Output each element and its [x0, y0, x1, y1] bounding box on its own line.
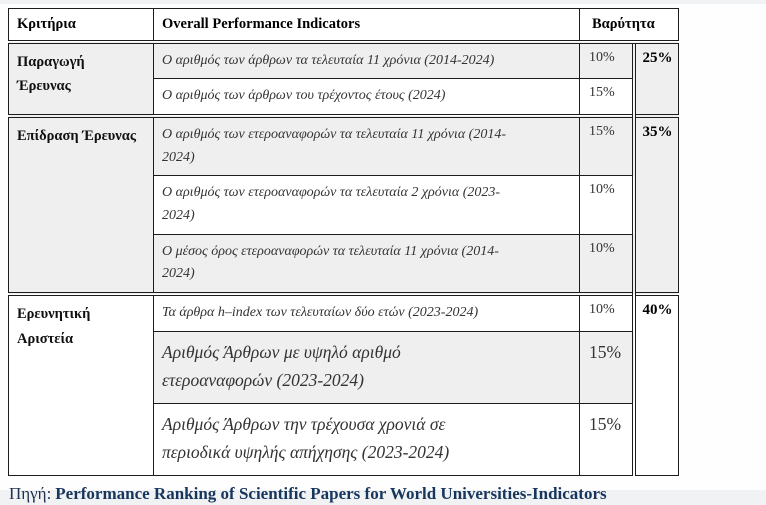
- table-row: Ο αριθμός των ετεροαναφορών τα τελευταία…: [9, 175, 679, 235]
- weight-cell: 15%: [579, 330, 634, 404]
- weight-cell: 10%: [579, 175, 634, 235]
- indicators-table: Κριτήρια Overall Performance Indicators …: [8, 8, 679, 476]
- indicator-cell: Ο αριθμός των ετεροαναφορών τα τελευταία…: [153, 175, 580, 235]
- weight-cell: 15%: [579, 113, 634, 177]
- total-weight-cell: 35%: [631, 113, 679, 295]
- criteria-cell: Επίδραση Έρευνας: [8, 113, 154, 295]
- indicator-cell: Αριθμός Άρθρων με υψηλό αριθμό ετεροαναφ…: [153, 330, 580, 404]
- indicator-cell: Ο αριθμός των άρθρων του τρέχοντος έτους…: [153, 78, 580, 117]
- header-criteria: Κριτήρια: [8, 8, 154, 42]
- table-row: Παραγωγή Έρευνας Ο αριθμός των άρθρων τα …: [8, 39, 679, 117]
- page-content: Κριτήρια Overall Performance Indicators …: [0, 4, 766, 503]
- weight-cell: 15%: [579, 402, 634, 476]
- weight-cell: 15%: [579, 78, 634, 117]
- weight-cell: 10%: [579, 39, 634, 80]
- table-header-row: Κριτήρια Overall Performance Indicators …: [8, 8, 679, 42]
- criteria-cell: Παραγωγή Έρευνας: [8, 39, 154, 117]
- table-row: Ο μέσος όρος ετεροαναφορών τα τελευταία …: [9, 233, 679, 295]
- header-weight: Βαρύτητα: [579, 8, 679, 42]
- total-weight-cell: 25%: [631, 39, 679, 117]
- source-line: Πηγή: Performance Ranking of Scientific P…: [9, 484, 766, 504]
- table-row: Αριθμός Άρθρων με υψηλό αριθμό ετεροαναφ…: [9, 330, 679, 404]
- table-row: Ερευνητική Αριστεία Τα άρθρα h–index των …: [8, 291, 679, 476]
- weight-cell: 10%: [579, 291, 634, 332]
- table-row: Επίδραση Έρευνας Ο αριθμός των ετεροαναφο…: [8, 113, 679, 295]
- source-link[interactable]: Performance Ranking of Scientific Papers…: [55, 483, 607, 503]
- indicator-cell: Τα άρθρα h–index των τελευταίων δύο ετών…: [153, 291, 580, 332]
- source-label: Πηγή:: [9, 483, 52, 503]
- total-weight-cell: 40%: [631, 291, 679, 476]
- table-row: Αριθμός Άρθρων την τρέχουσα χρονιά σε πε…: [9, 402, 679, 476]
- indicator-cell: Ο αριθμός των άρθρων τα τελευταία 11 χρό…: [153, 39, 580, 80]
- header-indicators: Overall Performance Indicators: [153, 8, 580, 42]
- indicator-cell: Ο αριθμός των ετεροαναφορών τα τελευταία…: [153, 113, 580, 177]
- weight-cell: 10%: [579, 233, 634, 295]
- indicator-cell: Αριθμός Άρθρων την τρέχουσα χρονιά σε πε…: [153, 402, 580, 476]
- indicator-cell: Ο μέσος όρος ετεροαναφορών τα τελευταία …: [153, 233, 580, 295]
- criteria-cell: Ερευνητική Αριστεία: [8, 291, 154, 476]
- table-body: Παραγωγή Έρευνας Ο αριθμός των άρθρων τα …: [8, 39, 679, 476]
- table-row: Ο αριθμός των άρθρων του τρέχοντος έτους…: [9, 78, 679, 117]
